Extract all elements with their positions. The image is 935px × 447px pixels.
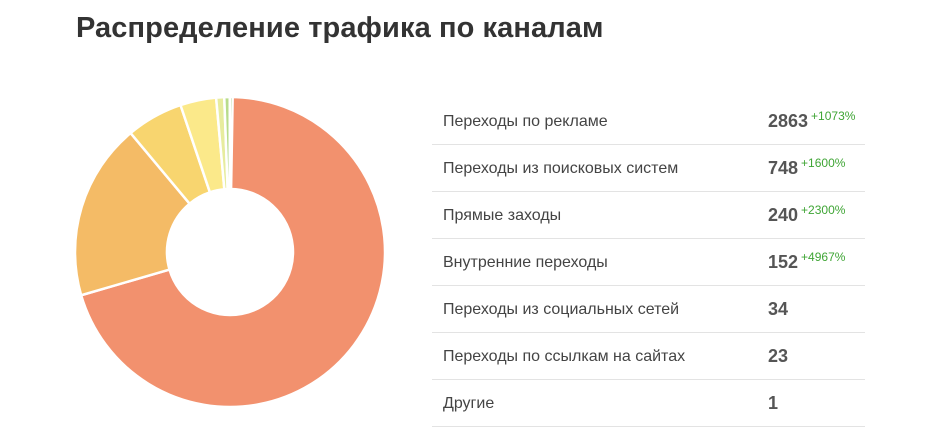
- channel-value: 34: [768, 299, 789, 319]
- list-item: Другие 1: [432, 380, 865, 427]
- channel-value: 240 +2300%: [768, 203, 846, 225]
- channel-label: Переходы по рекламе: [443, 113, 608, 130]
- list-item: Переходы по рекламе 2863 +1073%: [432, 98, 865, 145]
- channel-label: Переходы по ссылкам на сайтах: [443, 348, 686, 365]
- channel-label: Переходы из социальных сетей: [443, 301, 680, 318]
- channel-change: +4967%: [801, 250, 846, 264]
- channel-label: Другие: [443, 395, 495, 412]
- channel-change: +1600%: [801, 156, 846, 170]
- channel-label: Внутренние переходы: [443, 254, 608, 271]
- channel-value: 152 +4967%: [768, 250, 846, 272]
- page-title: Распределение трафика по каналам: [76, 12, 604, 44]
- traffic-channel-list: Переходы по рекламе 2863 +1073% Переходы …: [432, 98, 865, 427]
- channel-value: 2863 +1073%: [768, 109, 856, 131]
- list-item: Внутренние переходы 152 +4967%: [432, 239, 865, 286]
- list-item: Переходы по ссылкам на сайтах 23: [432, 333, 865, 380]
- channel-change: +2300%: [801, 203, 846, 217]
- channel-value: 748 +1600%: [768, 156, 846, 178]
- list-item: Прямые заходы 240 +2300%: [432, 192, 865, 239]
- channel-change: +1073%: [811, 109, 856, 123]
- traffic-donut-chart: [73, 95, 387, 409]
- list-item: Переходы из социальных сетей 34: [432, 286, 865, 333]
- slice-search: [73, 131, 191, 297]
- list-item: Переходы из поисковых систем 748 +1600%: [432, 145, 865, 192]
- channel-value: 1: [768, 393, 779, 413]
- slice-other: [228, 95, 234, 191]
- channel-label: Переходы из поисковых систем: [443, 160, 679, 177]
- channel-label: Прямые заходы: [443, 207, 562, 224]
- slice-ads: [79, 95, 387, 409]
- channel-value: 23: [768, 346, 789, 366]
